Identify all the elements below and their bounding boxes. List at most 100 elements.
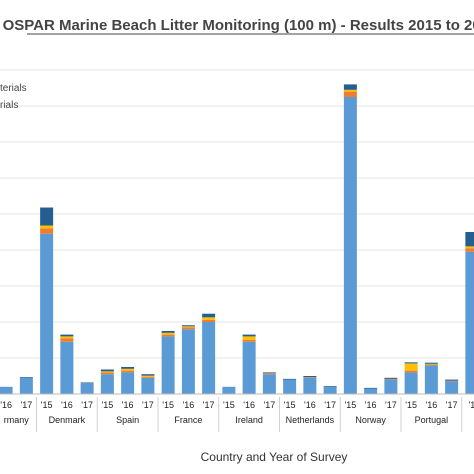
year-tick-label: '15 — [102, 400, 114, 410]
year-tick-label: '17 — [324, 400, 336, 410]
bar-segment-2 — [121, 370, 135, 373]
legend: terials rials — [0, 83, 27, 111]
bar-segment-1 — [384, 379, 398, 394]
bar-segment-3 — [242, 336, 256, 340]
bar-segment-4 — [343, 84, 357, 90]
year-tick-labels: '16 '17 '15 '16 '17 '15 '16 '17 '15 '16 '17 '15 '16 '… — [0, 400, 474, 410]
year-tick-label: '15 — [405, 400, 417, 410]
bar-segment-1 — [40, 233, 54, 394]
bar-segment-2 — [181, 327, 195, 330]
bar-segment-4 — [262, 372, 276, 374]
year-tick-label: '17 — [142, 400, 154, 410]
year-tick-label: '15 — [162, 400, 174, 410]
legend-entry-1: terials — [0, 83, 27, 94]
bar-segment-4 — [19, 377, 33, 378]
bar-segment-3 — [40, 225, 54, 229]
bar-segment-2 — [202, 319, 216, 322]
bar-segment-2 — [465, 248, 474, 252]
bar-segment-3 — [60, 336, 74, 339]
year-tick-label: '15 — [345, 400, 357, 410]
bar-segment-2 — [40, 228, 54, 234]
bar-segment-4 — [80, 382, 94, 384]
country-labels: rmany Denmark Spain France Ireland Netherland… — [4, 415, 448, 425]
legend-entry-2: rials — [0, 100, 18, 111]
bar-segment-4 — [445, 379, 459, 381]
bar-segment-2 — [303, 377, 317, 378]
bar-segment-4 — [303, 376, 317, 378]
bar-segment-4 — [40, 207, 54, 226]
year-tick-label: '1 — [469, 400, 474, 410]
bar-segment-3 — [343, 89, 357, 92]
bar-segment-4 — [161, 331, 175, 333]
year-tick-label: '15 — [223, 400, 235, 410]
bar-segment-2 — [242, 340, 256, 342]
bar-segment-4 — [424, 362, 438, 364]
bar-segment-1 — [404, 372, 418, 394]
country-label: Spain — [116, 415, 139, 425]
year-tick-label: '17 — [21, 400, 33, 410]
bar-segment-4 — [283, 378, 297, 380]
bar-segment-4 — [141, 374, 155, 376]
bar-segment-2 — [445, 380, 459, 382]
bar-segment-3 — [404, 363, 418, 371]
bar-segment-1 — [0, 386, 13, 394]
bar-segment-2 — [384, 378, 398, 380]
bar-segment-1 — [303, 377, 317, 394]
bar-segment-3 — [161, 332, 175, 335]
bar-segment-1 — [100, 374, 114, 394]
year-tick-label: '16 — [61, 400, 73, 410]
bar-segment-3 — [181, 326, 195, 328]
bar-segment-1 — [364, 388, 378, 394]
bar-segment-1 — [161, 336, 175, 394]
bar-segment-3 — [121, 368, 135, 371]
year-tick-label: '16 — [426, 400, 438, 410]
country-label: Norway — [355, 415, 386, 425]
bar-segment-2 — [343, 91, 357, 97]
bar-segment-1 — [80, 383, 94, 394]
country-label: rmany — [4, 415, 30, 425]
year-tick-label: '15 — [41, 400, 53, 410]
year-tick-label: '16 — [243, 400, 255, 410]
bar-segment-3 — [465, 246, 474, 249]
year-tick-label: '17 — [203, 400, 215, 410]
bar-segment-2 — [262, 373, 276, 375]
bar-segment-4 — [323, 386, 337, 387]
bar-segment-3 — [424, 363, 438, 365]
year-tick-label: '16 — [0, 400, 12, 410]
bar-segment-3 — [100, 371, 114, 373]
year-tick-label: '16 — [304, 400, 316, 410]
x-axis-title: Country and Year of Survey — [201, 450, 348, 464]
bar-segment-4 — [181, 325, 195, 327]
chart-title: OSPAR Marine Beach Litter Monitoring (10… — [3, 17, 474, 34]
country-label: Denmark — [49, 415, 86, 425]
bar-segment-4 — [404, 362, 418, 364]
year-tick-label: '17 — [385, 400, 397, 410]
bar-segment-3 — [141, 375, 155, 377]
year-tick-label: '16 — [183, 400, 195, 410]
bar-segment-4 — [100, 369, 114, 372]
bar-segment-4 — [242, 334, 256, 337]
year-tick-label: '15 — [284, 400, 296, 410]
category-dividers — [36, 397, 463, 432]
country-label: Portugal — [415, 415, 449, 425]
bar-segment-4 — [202, 313, 216, 318]
bar-segment-2 — [141, 376, 155, 378]
year-tick-label: '17 — [81, 400, 93, 410]
bar-segment-1 — [424, 365, 438, 394]
country-label: Ireland — [235, 415, 263, 425]
bar-segment-1 — [242, 341, 256, 394]
bar-segment-1 — [141, 377, 155, 394]
bar-segment-2 — [404, 370, 418, 373]
country-label: France — [174, 415, 202, 425]
bar-segment-1 — [60, 341, 74, 394]
bar-segment-4 — [364, 387, 378, 389]
bar-segment-1 — [262, 374, 276, 394]
year-tick-label: '17 — [264, 400, 276, 410]
year-tick-label: '17 — [446, 400, 458, 410]
bar-segment-2 — [424, 364, 438, 366]
bar-segment-1 — [19, 377, 33, 394]
bar-segment-2 — [161, 334, 175, 337]
bar-segment-1 — [465, 251, 474, 394]
bar-segment-1 — [283, 379, 297, 394]
